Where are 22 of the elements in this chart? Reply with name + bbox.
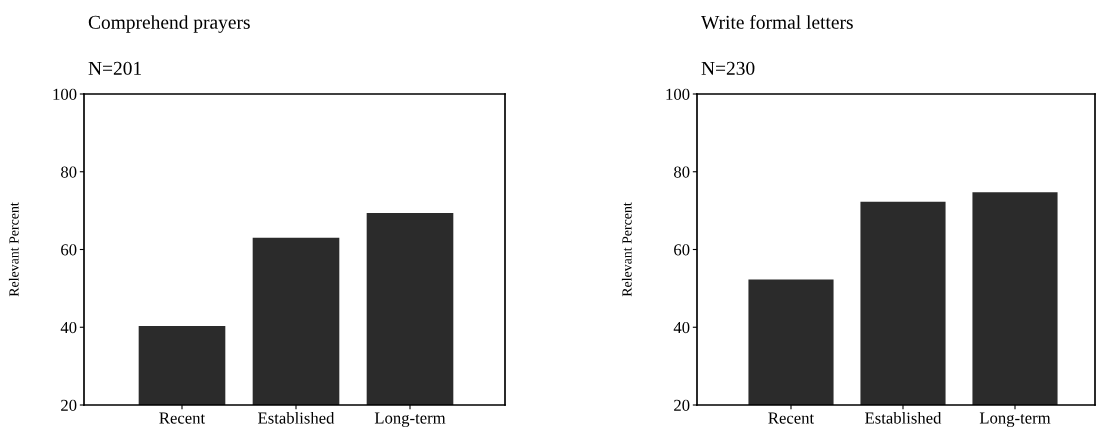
chart-subtitle: N=230 bbox=[701, 61, 755, 75]
chart-title: Write formal letters bbox=[701, 14, 853, 29]
y-axis-title: Relevant Percent bbox=[621, 202, 632, 297]
x-tick-label: Established bbox=[258, 411, 335, 424]
chart-subtitle: N=201 bbox=[88, 61, 142, 75]
y-tick-label: 100 bbox=[666, 88, 690, 100]
y-tick-label: 20 bbox=[61, 399, 77, 411]
x-tick-label: Long-term bbox=[979, 412, 1051, 428]
y-tick-label: 20 bbox=[674, 399, 690, 411]
x-tick-label: Established bbox=[865, 411, 942, 424]
y-tick-label: 40 bbox=[673, 321, 690, 334]
x-tick-label: Recent bbox=[159, 412, 206, 424]
y-tick-label: 60 bbox=[674, 244, 690, 256]
y-tick-label: 100 bbox=[53, 88, 77, 100]
y-tick-label: 60 bbox=[61, 244, 77, 256]
y-tick-label: 40 bbox=[60, 321, 77, 334]
y-tick-label: 80 bbox=[674, 166, 690, 178]
x-tick-label: Long-term bbox=[374, 412, 446, 428]
y-axis-title: Relevant Percent bbox=[8, 202, 19, 297]
y-tick-label: 80 bbox=[61, 166, 77, 178]
chart-title: Comprehend prayers bbox=[88, 15, 250, 33]
x-tick-label: Recent bbox=[768, 412, 815, 424]
